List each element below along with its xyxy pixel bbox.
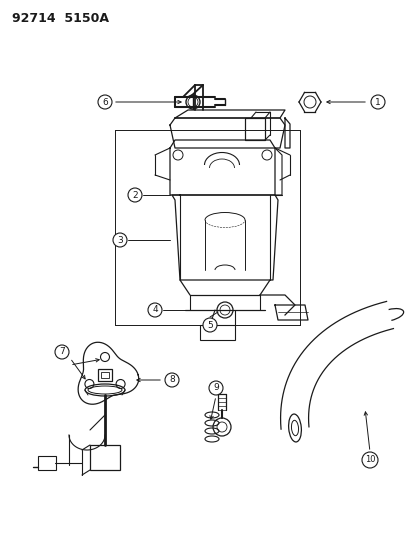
Text: 8: 8 bbox=[169, 376, 174, 384]
Circle shape bbox=[209, 381, 223, 395]
Circle shape bbox=[202, 318, 216, 332]
Text: 4: 4 bbox=[152, 305, 157, 314]
Circle shape bbox=[55, 345, 69, 359]
Text: 7: 7 bbox=[59, 348, 65, 357]
Circle shape bbox=[370, 95, 384, 109]
Text: 9: 9 bbox=[213, 384, 218, 392]
Circle shape bbox=[147, 303, 161, 317]
Text: 10: 10 bbox=[364, 456, 374, 464]
Text: 3: 3 bbox=[117, 236, 123, 245]
Circle shape bbox=[113, 233, 127, 247]
Circle shape bbox=[98, 95, 112, 109]
Text: 5: 5 bbox=[206, 320, 212, 329]
Text: 2: 2 bbox=[132, 190, 138, 199]
Text: 92714  5150A: 92714 5150A bbox=[12, 12, 109, 25]
Circle shape bbox=[361, 452, 377, 468]
Text: 6: 6 bbox=[102, 98, 108, 107]
Circle shape bbox=[128, 188, 142, 202]
Text: 1: 1 bbox=[374, 98, 380, 107]
Circle shape bbox=[165, 373, 178, 387]
